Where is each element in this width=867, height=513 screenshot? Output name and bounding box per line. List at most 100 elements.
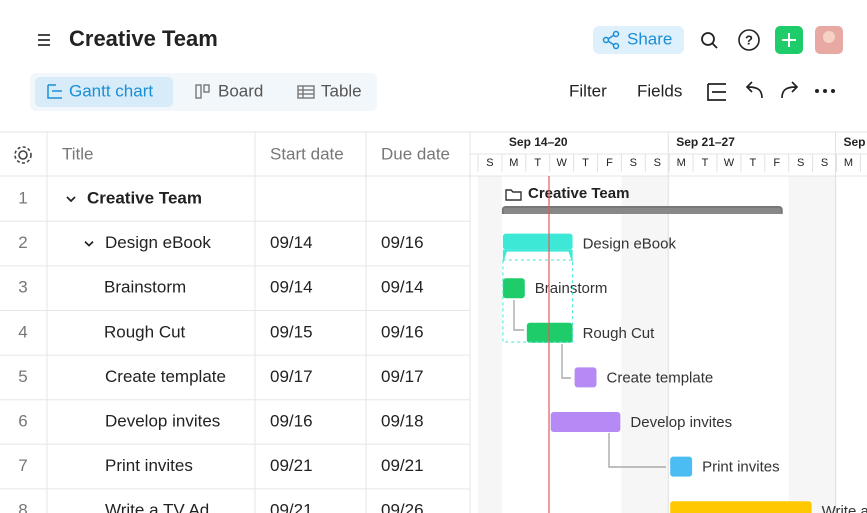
start-date: 09/14 (270, 233, 313, 252)
toolbar-button[interactable]: Filter (569, 81, 607, 100)
due-date: 09/14 (381, 278, 424, 297)
week-label: Sep 21–27 (676, 135, 735, 149)
due-date: 09/21 (381, 456, 424, 475)
add-icon (782, 33, 796, 47)
task-title: Design eBook (105, 233, 211, 252)
svg-text:?: ? (745, 32, 753, 47)
view-tab[interactable]: Board (218, 81, 263, 100)
toolbar-button[interactable]: Fields (637, 81, 682, 100)
bar-label: Brainstorm (535, 280, 608, 297)
due-date: 09/18 (381, 411, 424, 430)
due-date: 09/16 (381, 233, 424, 252)
toolbar-icons[interactable] (707, 81, 799, 101)
summary-bar (501, 206, 783, 214)
weekend-shade (621, 176, 646, 513)
column-header: Title (62, 144, 94, 163)
dependency (561, 344, 571, 379)
day-label: M (844, 157, 853, 169)
day-label: W (724, 157, 735, 169)
dependency (513, 300, 524, 331)
collapse-chevron[interactable] (66, 196, 76, 203)
bar-label: Rough Cut (583, 325, 656, 342)
weekend-shade (645, 176, 670, 513)
day-label: M (677, 157, 686, 169)
view-tab[interactable]: Table (321, 81, 362, 100)
column-header: Due date (381, 144, 450, 163)
summary-label: Creative Team (528, 185, 629, 202)
start-date: 09/21 (270, 501, 313, 513)
task-title: Creative Team (87, 188, 202, 207)
week-label: Sep 2 (844, 135, 867, 149)
day-label: S (630, 157, 637, 169)
bar-label: Create template (607, 369, 714, 386)
group-outline (502, 259, 574, 343)
task-title: Brainstorm (104, 278, 186, 297)
gantt-bar[interactable] (502, 233, 573, 250)
gantt-bar[interactable] (502, 278, 525, 299)
column-header: Start date (270, 144, 344, 163)
share-icon (602, 30, 620, 50)
task-title: Create template (105, 367, 226, 386)
menu-icon[interactable] (38, 34, 50, 46)
due-date: 09/17 (381, 367, 424, 386)
day-label: T (749, 157, 756, 169)
row-number: 6 (18, 411, 27, 430)
day-label: T (534, 157, 541, 169)
gantt-bar[interactable] (550, 412, 621, 432)
row-number: 7 (18, 456, 27, 475)
day-label: S (654, 157, 661, 169)
weekend-shade (812, 176, 837, 513)
day-label: T (702, 157, 709, 169)
share-label: Share (627, 29, 672, 48)
settings-icon[interactable] (14, 146, 32, 164)
start-date: 09/21 (270, 456, 313, 475)
bar-label: Develop invites (630, 414, 732, 431)
day-label: S (486, 157, 493, 169)
day-label: W (556, 157, 567, 169)
row-number: 4 (18, 322, 27, 341)
day-label: S (821, 157, 828, 169)
day-label: M (509, 157, 518, 169)
task-title: Rough Cut (104, 322, 186, 341)
summary-notch (502, 249, 573, 264)
gantt-bar[interactable] (574, 367, 597, 388)
view-active[interactable] (35, 77, 173, 107)
task-title: Develop invites (105, 411, 220, 430)
day-label: T (582, 157, 589, 169)
weekend-shade (788, 176, 813, 513)
share-button[interactable] (593, 26, 684, 54)
gantt-bar[interactable] (526, 322, 573, 343)
board-icon (195, 84, 210, 99)
row-number: 2 (18, 233, 27, 252)
table-grid (0, 131, 867, 513)
task-title: Print invites (105, 456, 193, 475)
weekend-shade (478, 176, 502, 513)
start-date: 09/15 (270, 322, 313, 341)
due-date: 09/16 (381, 322, 424, 341)
more-icon[interactable] (815, 89, 835, 93)
row-number: 1 (18, 188, 27, 207)
start-date: 09/14 (270, 278, 313, 297)
dependency (608, 433, 666, 468)
avatar-face (823, 31, 835, 43)
start-date: 09/17 (270, 367, 313, 386)
search-icon[interactable] (701, 32, 718, 49)
bar-label: Write a TV Ad (822, 503, 867, 513)
gantt-icon (47, 84, 62, 99)
folder-icon (505, 189, 522, 201)
collapse-chevron[interactable] (84, 240, 94, 247)
help-icon[interactable]: ? (738, 29, 760, 51)
gantt-bar[interactable] (670, 501, 812, 513)
bar-label: Design eBook (583, 236, 677, 253)
day-label: F (606, 157, 613, 169)
due-date: 09/26 (381, 501, 424, 513)
view-tab[interactable]: Gantt chart (69, 81, 153, 100)
row-number: 3 (18, 278, 27, 297)
gantt-bar[interactable] (670, 456, 693, 477)
day-label: S (797, 157, 804, 169)
row-number: 8 (18, 501, 27, 513)
day-label: F (773, 157, 780, 169)
